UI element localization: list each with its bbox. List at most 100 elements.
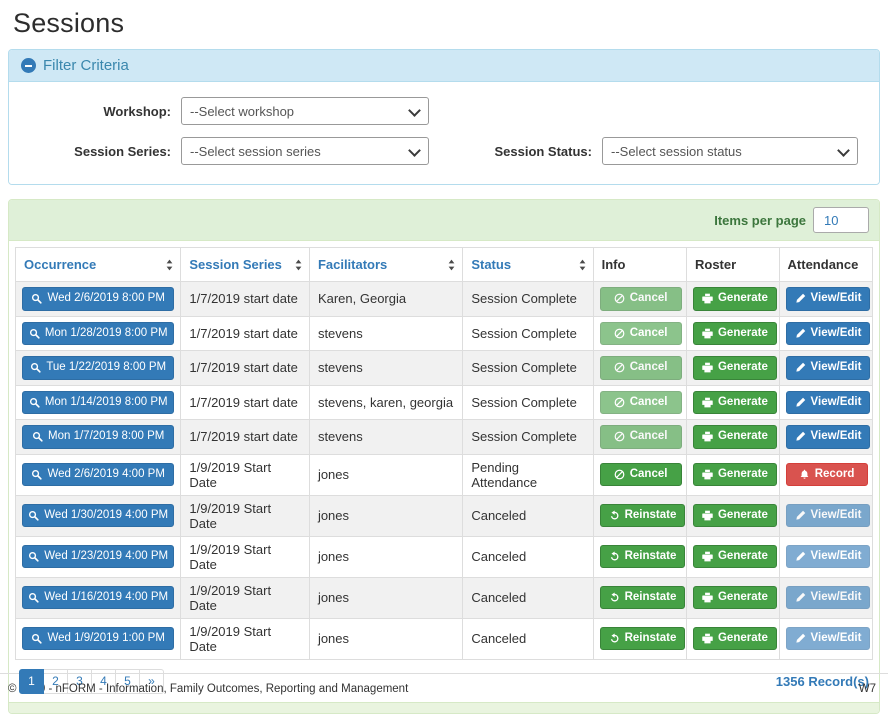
ban-icon [614, 431, 625, 442]
generate-button[interactable]: Generate [692, 585, 777, 610]
items-per-page-select[interactable]: 10 [813, 207, 869, 233]
occurrence-cell: Mon 1/7/2019 8:00 PM [14, 419, 182, 455]
grid-panel-footer-strip [9, 701, 879, 713]
record-count: 1356 Record(s) [775, 673, 869, 689]
pagination-next[interactable]: » [139, 668, 164, 694]
reinstate-button[interactable]: Reinstate [599, 544, 686, 569]
occurrence-button[interactable]: Wed 1/16/2019 4:00 PM [22, 585, 175, 610]
button-label: View/Edit [810, 549, 862, 562]
facilitators-cell: jones [308, 453, 464, 496]
grid-heading: Items per page 10 [9, 200, 879, 241]
column-header-occurrence[interactable]: Occurrence [14, 247, 182, 282]
reinstate-button[interactable]: Reinstate [599, 585, 686, 610]
column-header-roster: Roster [685, 247, 780, 282]
column-header-session-series[interactable]: Session Series [180, 247, 310, 282]
cancel-button[interactable]: Cancel [599, 462, 682, 487]
occurrence-button[interactable]: Mon 1/28/2019 8:00 PM [22, 321, 175, 346]
column-label: Info [601, 257, 626, 272]
facilitators-cell: stevens, karen, georgia [308, 384, 464, 421]
button-label: Wed 1/9/2019 1:00 PM [47, 631, 165, 644]
session-row: Wed 2/6/2019 8:00 PM 1/7/2019 start date K… [14, 281, 874, 317]
reinstate-button[interactable]: Reinstate [599, 626, 686, 651]
session-row: Wed 1/30/2019 4:00 PM 1/9/2019 Start Date… [14, 494, 874, 537]
roster-cell: Generate [685, 419, 780, 455]
column-header-status[interactable]: Status [462, 247, 594, 282]
generate-button[interactable]: Generate [692, 390, 777, 415]
view-edit-button[interactable]: View/Edit [785, 425, 871, 449]
occurrence-button[interactable]: Wed 1/23/2019 4:00 PM [22, 544, 175, 569]
session-series-cell: 1/7/2019 start date [180, 384, 310, 421]
button-label: View/Edit [810, 508, 862, 521]
facilitators-cell: jones [308, 576, 464, 619]
record-button[interactable]: Record [785, 462, 868, 487]
view-edit-button: View/Edit [785, 626, 871, 651]
session-status-select[interactable]: --Select session status [602, 137, 858, 165]
column-label: Session Series [189, 257, 282, 272]
button-label: Generate [717, 292, 768, 304]
pencil-icon [795, 551, 806, 562]
session-series-select[interactable]: --Select session series [181, 137, 429, 165]
copyright-text: © 2020 - nFORM - Information, Family Out… [8, 683, 409, 695]
occurrence-button[interactable]: Wed 1/9/2019 1:00 PM [22, 626, 175, 651]
generate-button[interactable]: Generate [692, 425, 777, 449]
button-label: Generate [717, 631, 768, 644]
facilitators-cell: jones [308, 617, 464, 660]
undo-icon [609, 592, 620, 603]
button-label: Wed 1/23/2019 4:00 PM [44, 549, 169, 562]
pagination-page-1[interactable]: 1 [19, 668, 44, 694]
facilitators-cell: stevens [308, 315, 464, 352]
roster-cell: Generate [685, 494, 780, 537]
roster-cell: Generate [685, 453, 780, 496]
occurrence-button[interactable]: Wed 1/30/2019 4:00 PM [22, 503, 175, 528]
status-cell: Session Complete [462, 281, 594, 317]
cancel-button: Cancel [599, 390, 682, 415]
generate-button[interactable]: Generate [692, 626, 777, 651]
grid-body-container: Occurrence Session Series Facilitators Stat… [9, 241, 879, 660]
search-icon [32, 431, 43, 442]
pagination: 1 2 3 4 5» [19, 668, 164, 694]
pagination-page-3[interactable]: 3 [67, 668, 92, 694]
occurrence-button[interactable]: Mon 1/7/2019 8:00 PM [22, 425, 175, 449]
session-series-label: Session Series: [74, 143, 171, 159]
workshop-label: Workshop: [103, 103, 171, 119]
view-edit-button[interactable]: View/Edit [785, 321, 871, 346]
pencil-icon [795, 633, 806, 644]
button-label: Generate [717, 467, 768, 480]
occurrence-cell: Wed 2/6/2019 4:00 PM [14, 453, 182, 496]
button-label: Cancel [629, 467, 668, 480]
status-cell: Canceled [462, 535, 594, 578]
generate-button[interactable]: Generate [692, 503, 777, 528]
view-edit-button[interactable]: View/Edit [785, 287, 871, 311]
printer-icon [702, 431, 713, 442]
generate-button[interactable]: Generate [692, 321, 777, 346]
generate-button[interactable]: Generate [692, 356, 777, 380]
pagination-page-5[interactable]: 5 [115, 668, 140, 694]
generate-button[interactable]: Generate [692, 462, 777, 487]
occurrence-button[interactable]: Wed 2/6/2019 8:00 PM [22, 287, 175, 311]
search-icon [29, 397, 40, 408]
roster-cell: Generate [685, 576, 780, 619]
session-series-cell: 1/9/2019 Start Date [180, 576, 310, 619]
generate-button[interactable]: Generate [692, 287, 777, 311]
occurrence-button[interactable]: Mon 1/14/2019 8:00 PM [22, 390, 175, 415]
info-cell: Cancel [592, 384, 687, 421]
view-edit-button: View/Edit [785, 585, 871, 610]
workshop-select[interactable]: --Select workshop [181, 97, 429, 125]
filter-criteria-header[interactable]: Filter Criteria [9, 50, 879, 82]
column-label: Status [471, 257, 512, 272]
roster-cell: Generate [685, 281, 780, 317]
generate-button[interactable]: Generate [692, 544, 777, 569]
printer-icon [702, 469, 713, 480]
view-edit-button[interactable]: View/Edit [785, 356, 871, 380]
column-header-facilitators[interactable]: Facilitators [308, 247, 464, 282]
filter-criteria-title: Filter Criteria [43, 57, 129, 74]
ban-icon [614, 293, 625, 304]
occurrence-button[interactable]: Wed 2/6/2019 4:00 PM [22, 462, 175, 487]
occurrence-button[interactable]: Tue 1/22/2019 8:00 PM [22, 356, 175, 380]
view-edit-button[interactable]: View/Edit [785, 390, 871, 415]
page-title: Sessions [13, 8, 125, 38]
status-cell: Canceled [462, 494, 594, 537]
search-icon [28, 551, 39, 562]
sort-icon [294, 258, 303, 271]
reinstate-button[interactable]: Reinstate [599, 503, 686, 528]
